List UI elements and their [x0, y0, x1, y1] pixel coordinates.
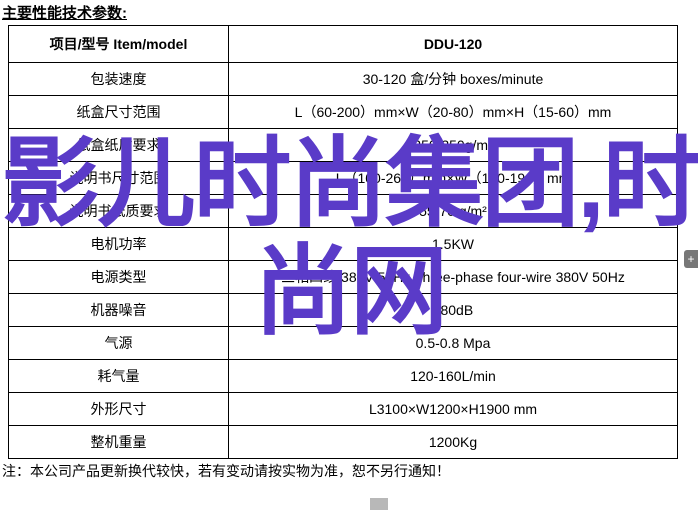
header-item-model: 项目/型号 Item/model: [9, 26, 229, 63]
table-row: 机器噪音 ≤80dB: [9, 294, 678, 327]
row-label: 耗气量: [9, 360, 229, 393]
header-model-value: DDU-120: [229, 26, 678, 63]
row-label: 纸盒纸质要求: [9, 129, 229, 162]
table-header-row: 项目/型号 Item/model DDU-120: [9, 26, 678, 63]
footer-mark-icon: [370, 498, 388, 510]
spec-table: 项目/型号 Item/model DDU-120 包装速度 30-120 盒/分…: [8, 25, 678, 459]
row-value: 250-350g/m³: [229, 129, 678, 162]
table-row: 耗气量 120-160L/min: [9, 360, 678, 393]
row-value: 120-160L/min: [229, 360, 678, 393]
table-row: 电机功率 1.5KW: [9, 228, 678, 261]
row-value: 1200Kg: [229, 426, 678, 459]
table-row: 包装速度 30-120 盒/分钟 boxes/minute: [9, 63, 678, 96]
row-label: 电源类型: [9, 261, 229, 294]
section-heading: 主要性能技术参数:: [0, 0, 698, 25]
row-label: 纸盒尺寸范围: [9, 96, 229, 129]
row-value: L（60-200）mm×W（20-80）mm×H（15-60）mm: [229, 96, 678, 129]
side-expand-button[interactable]: +: [684, 250, 698, 268]
footnote: 注：本公司产品更新换代较快，若有变动请按实物为准，恕不另行通知！: [0, 459, 698, 481]
row-label: 说明书纸质要求: [9, 195, 229, 228]
row-value: 三相四线 380V 50Hz Three-phase four-wire 380…: [229, 261, 678, 294]
row-value: ≤80dB: [229, 294, 678, 327]
row-value: 1.5KW: [229, 228, 678, 261]
row-label: 外形尺寸: [9, 393, 229, 426]
row-value: L（100-260）mm×W（100-190）mm: [229, 162, 678, 195]
row-label: 机器噪音: [9, 294, 229, 327]
table-row: 说明书尺寸范围 L（100-260）mm×W（100-190）mm: [9, 162, 678, 195]
row-value: 30-120 盒/分钟 boxes/minute: [229, 63, 678, 96]
table-row: 气源 0.5-0.8 Mpa: [9, 327, 678, 360]
row-value: 0.5-0.8 Mpa: [229, 327, 678, 360]
row-label: 气源: [9, 327, 229, 360]
row-label: 电机功率: [9, 228, 229, 261]
table-row: 外形尺寸 L3100×W1200×H1900 mm: [9, 393, 678, 426]
row-value: L3100×W1200×H1900 mm: [229, 393, 678, 426]
table-row: 纸盒尺寸范围 L（60-200）mm×W（20-80）mm×H（15-60）mm: [9, 96, 678, 129]
row-label: 包装速度: [9, 63, 229, 96]
table-row: 说明书纸质要求 55-70 g/m²: [9, 195, 678, 228]
table-row: 电源类型 三相四线 380V 50Hz Three-phase four-wir…: [9, 261, 678, 294]
table-row: 纸盒纸质要求 250-350g/m³: [9, 129, 678, 162]
row-label: 说明书尺寸范围: [9, 162, 229, 195]
row-label: 整机重量: [9, 426, 229, 459]
table-row: 整机重量 1200Kg: [9, 426, 678, 459]
row-value: 55-70 g/m²: [229, 195, 678, 228]
